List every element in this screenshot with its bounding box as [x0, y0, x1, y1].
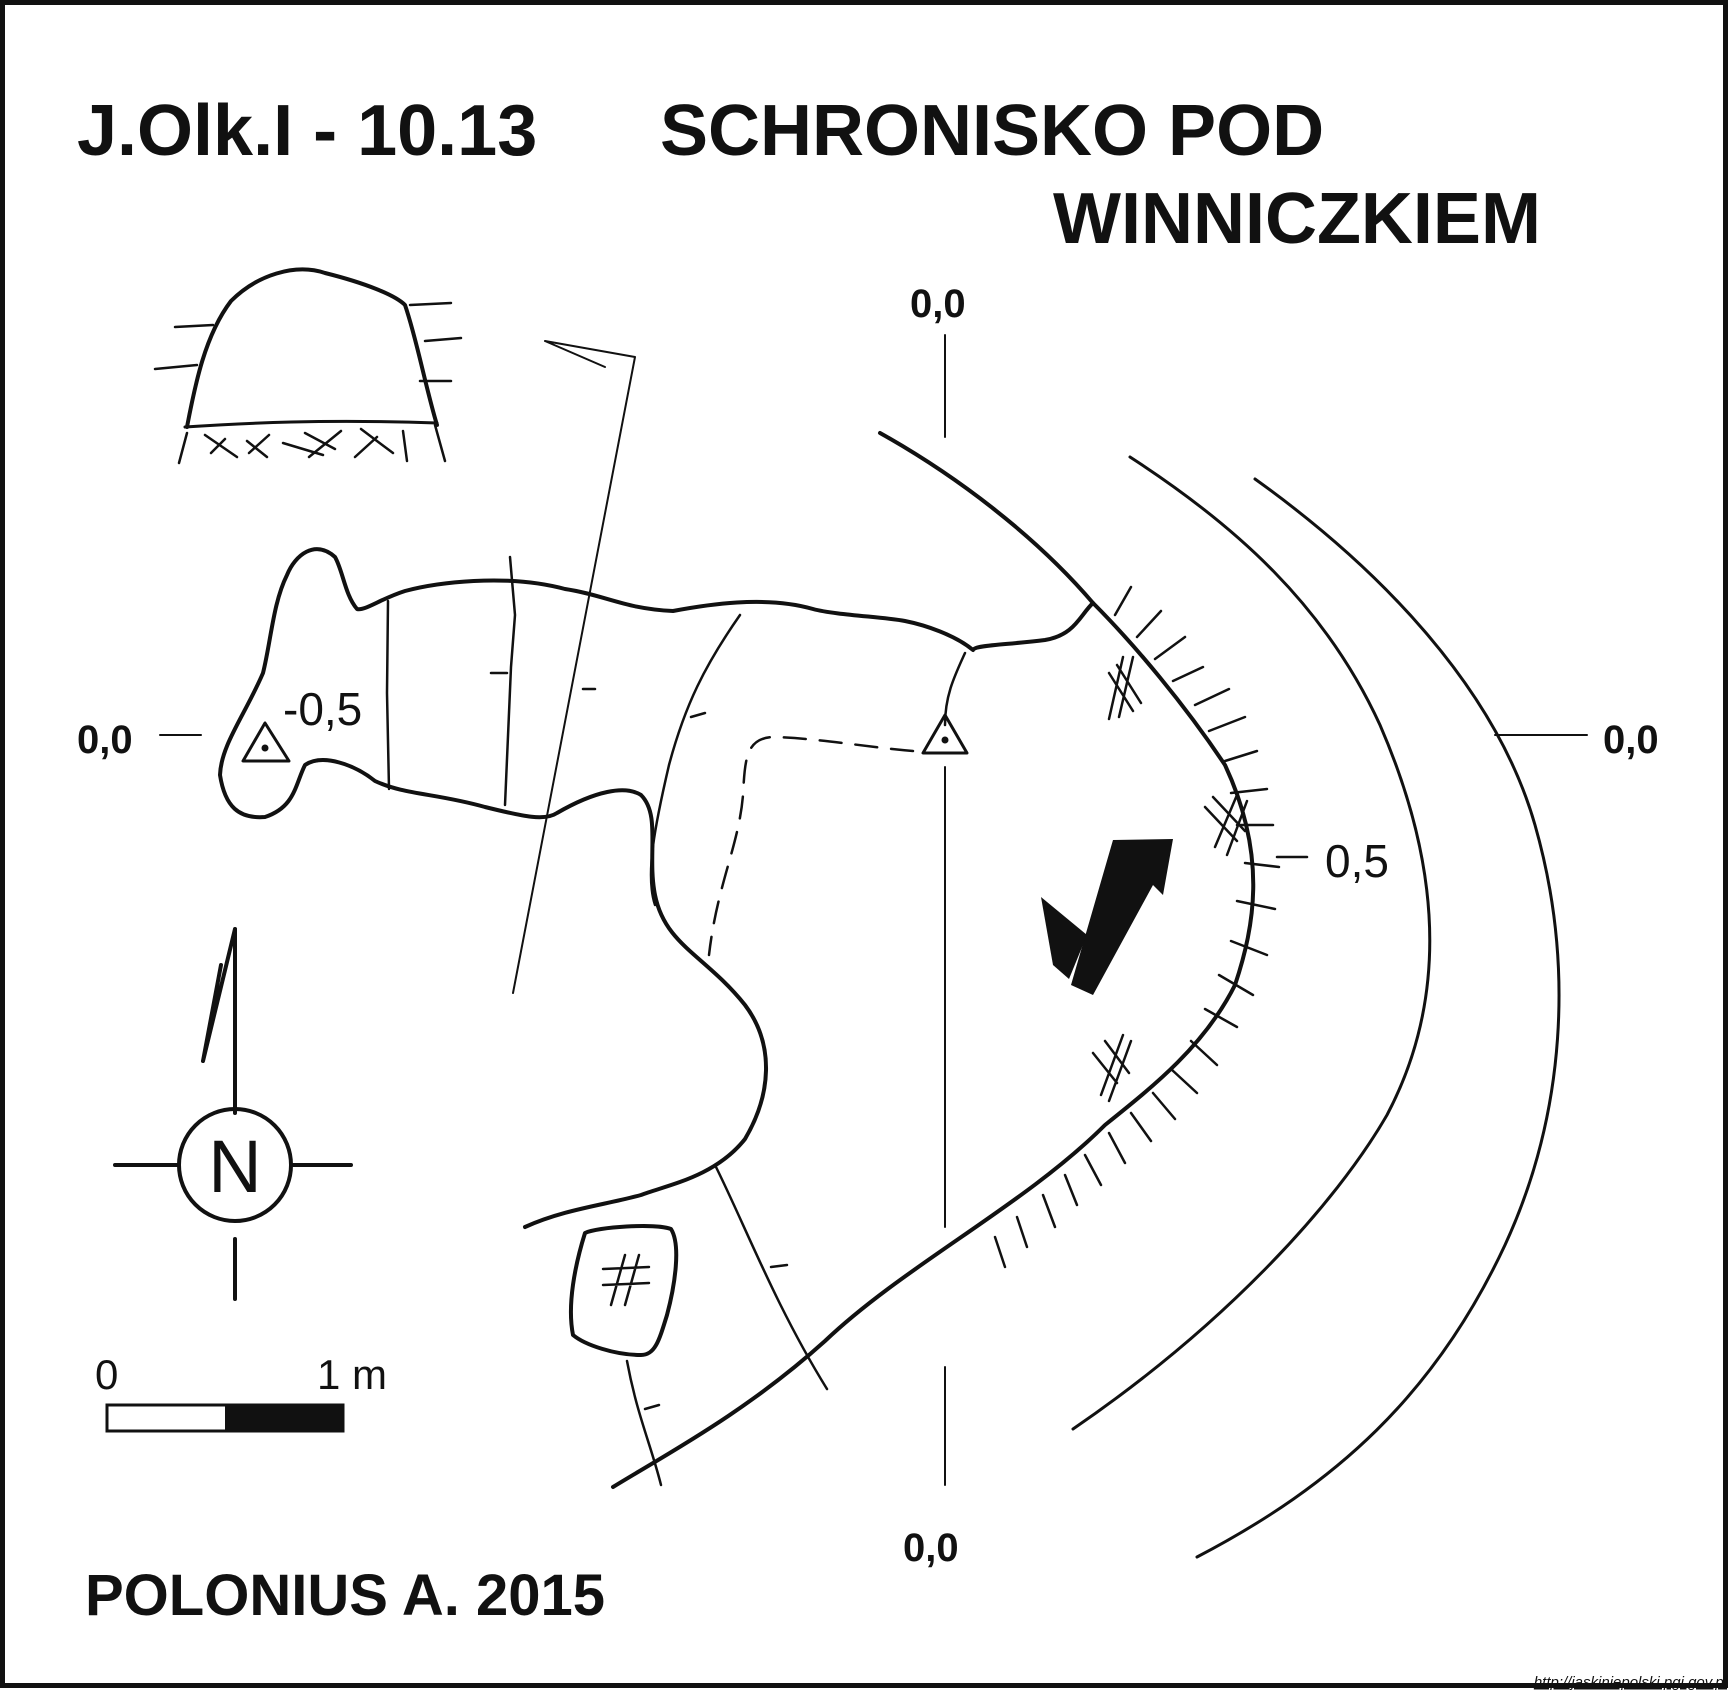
cave-code: J.Olk.I - 10.13 [77, 91, 537, 171]
cave-name-line2: WINNICZKIEM [1053, 179, 1541, 259]
cross-section-sketch [153, 267, 463, 465]
scale-start-label: 0 [95, 1351, 118, 1398]
marker-top: 0,0 [910, 282, 966, 326]
cave-plan-drawing: J.Olk.I - 10.13 SCHRONISKO POD WINNICZKI… [77, 91, 1728, 1691]
entrance-arrow [1071, 839, 1173, 995]
north-arrow: N [113, 927, 353, 1301]
outer-arc-inner [1071, 455, 1432, 1431]
scale-bar: 0 1 m [95, 1351, 387, 1433]
outer-arc-outer [1195, 477, 1561, 1559]
scale-end-label: 1 m [317, 1351, 387, 1398]
depth-label-edge: 0,5 [1325, 835, 1389, 887]
source-url: http://jaskiniepolski.pgi.gov.pl [1534, 1674, 1728, 1691]
marker-left: 0,0 [77, 718, 133, 762]
boulder [568, 1224, 679, 1357]
survey-station-left [241, 721, 291, 763]
cave-name-line1: SCHRONISKO POD [660, 91, 1324, 171]
depth-label-left: -0,5 [283, 683, 362, 735]
author-credit: POLONIUS A. 2015 [85, 1563, 605, 1628]
marker-right: 0,0 [1603, 718, 1659, 762]
edge-hachures [993, 585, 1281, 1269]
debris-symbols [601, 655, 1249, 1307]
north-label: N [208, 1125, 261, 1208]
entrance-arrow-base [1041, 897, 1087, 979]
chamber-lines [385, 555, 967, 1487]
survey-station-right [921, 713, 969, 755]
section-pointer-line [512, 340, 636, 994]
marker-bottom: 0,0 [903, 1526, 959, 1570]
